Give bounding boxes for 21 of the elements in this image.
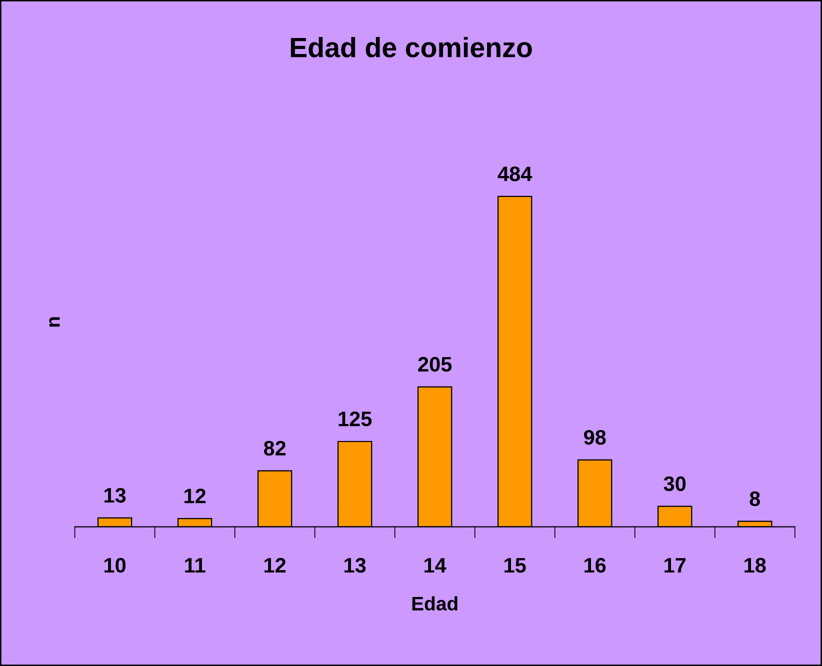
x-tick-label: 18 [744,558,766,573]
data-label: 82 [264,440,286,456]
x-tick-label: 10 [104,558,126,573]
y-axis-title: n [49,317,60,327]
data-label: 30 [664,476,686,492]
data-label: 13 [104,488,126,503]
data-label: 125 [338,412,372,426]
data-label: 205 [418,356,452,372]
x-tick-label: 11 [185,558,206,572]
x-tick-label: 13 [344,558,366,573]
chart-title: Edad de comienzo [290,37,532,58]
x-tick-label: 16 [584,558,606,573]
x-tick-label: 14 [424,558,446,572]
x-tick-label: 15 [504,558,526,573]
data-label: 484 [498,166,532,182]
x-axis-title: Edad [412,596,458,611]
x-tick-label: 17 [664,558,686,572]
data-label: 98 [584,430,606,445]
data-label: 12 [184,488,206,504]
x-tick-label: 12 [264,558,286,572]
data-label: 8 [750,491,760,506]
